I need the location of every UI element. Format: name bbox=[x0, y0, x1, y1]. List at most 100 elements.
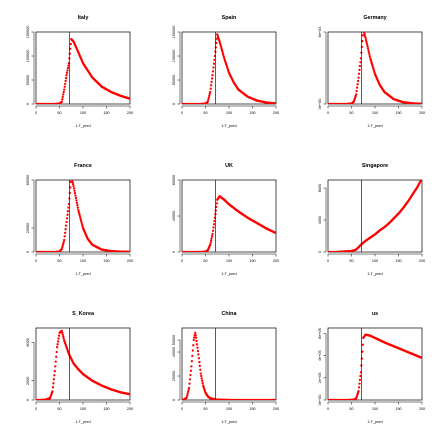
data-point bbox=[359, 374, 362, 378]
data-point bbox=[71, 177, 73, 179]
data-point bbox=[210, 235, 214, 238]
data-point bbox=[355, 86, 359, 89]
data-point bbox=[81, 225, 84, 228]
data-point bbox=[72, 184, 75, 188]
y-tick-label: 6e+04 bbox=[318, 27, 322, 38]
data-point bbox=[197, 357, 201, 360]
data-point bbox=[66, 66, 70, 70]
data-point bbox=[196, 349, 200, 353]
x-tick-label: 100 bbox=[372, 111, 378, 115]
data-point bbox=[79, 217, 82, 221]
data-point bbox=[74, 194, 77, 197]
data-point bbox=[361, 34, 364, 37]
x-axis-label: 1:T_pred bbox=[75, 124, 90, 128]
x-tick-label: 200 bbox=[419, 111, 425, 115]
data-point bbox=[188, 378, 192, 381]
data-point bbox=[51, 390, 54, 393]
data-point bbox=[70, 175, 72, 177]
data-point bbox=[78, 212, 81, 215]
data-point bbox=[63, 82, 67, 85]
data-point bbox=[210, 237, 213, 240]
x-tick-label: 0 bbox=[327, 111, 329, 115]
x-tick-label: 100 bbox=[372, 259, 378, 263]
series-points bbox=[328, 333, 422, 400]
x-tick-label: 100 bbox=[80, 111, 86, 115]
data-point bbox=[189, 369, 193, 372]
x-tick-label: 100 bbox=[226, 259, 232, 263]
data-point bbox=[212, 226, 215, 229]
data-point bbox=[274, 231, 276, 235]
x-tick-label: 200 bbox=[273, 407, 279, 411]
data-point bbox=[212, 62, 216, 65]
data-point bbox=[65, 71, 69, 74]
data-point bbox=[69, 186, 72, 189]
data-point bbox=[51, 386, 55, 389]
series-points bbox=[36, 329, 130, 400]
data-point bbox=[64, 224, 68, 227]
x-tick-label: 0 bbox=[181, 259, 183, 263]
plot-frame bbox=[181, 31, 277, 105]
panel-title: Singapore bbox=[362, 163, 388, 169]
x-tick-label: 0 bbox=[35, 259, 37, 263]
panel-title: China bbox=[222, 311, 238, 317]
data-point bbox=[186, 392, 189, 395]
panel-6: S_Korea 0 50 100 150 200 1:T_pred 0 2000 6000 bbox=[26, 311, 133, 424]
x-tick-label: 200 bbox=[273, 111, 279, 115]
data-point bbox=[362, 28, 364, 30]
y-tick-label: 2000 bbox=[26, 377, 30, 385]
data-point bbox=[66, 213, 69, 216]
data-point bbox=[55, 355, 58, 358]
y-tick-label: 80000 bbox=[172, 175, 176, 186]
data-point bbox=[63, 235, 66, 238]
x-tick-label: 50 bbox=[349, 259, 353, 263]
data-point bbox=[188, 382, 191, 385]
data-point bbox=[128, 250, 130, 252]
y-tick-label: 50000 bbox=[172, 75, 176, 86]
data-point bbox=[62, 337, 65, 340]
y-tick-label: 6000 bbox=[26, 338, 30, 346]
panel-5: Singapore 0 50 100 150 200 1:T_pred 0 4000 8000 bbox=[318, 163, 425, 276]
data-point bbox=[75, 201, 79, 204]
data-point bbox=[65, 220, 68, 224]
data-point bbox=[358, 378, 362, 381]
x-tick-label: 200 bbox=[127, 407, 133, 411]
data-point bbox=[60, 329, 63, 333]
x-tick-label: 50 bbox=[349, 407, 353, 411]
x-tick-label: 0 bbox=[327, 259, 329, 263]
data-point bbox=[194, 331, 197, 334]
data-point bbox=[209, 90, 212, 94]
data-point bbox=[79, 219, 83, 222]
x-tick-label: 150 bbox=[103, 259, 109, 263]
data-point bbox=[77, 210, 80, 213]
data-point bbox=[420, 356, 422, 360]
data-point bbox=[65, 217, 69, 220]
x-axis-label: 1:T_pred bbox=[221, 124, 236, 128]
data-point bbox=[194, 334, 197, 337]
data-point bbox=[191, 349, 194, 352]
data-point bbox=[208, 92, 211, 96]
x-tick-label: 100 bbox=[372, 407, 378, 411]
data-point bbox=[53, 370, 56, 373]
data-point bbox=[61, 331, 64, 334]
plot-frame bbox=[35, 179, 131, 253]
data-point bbox=[189, 373, 192, 377]
x-tick-label: 0 bbox=[181, 111, 183, 115]
y-tick-label: 0e+00 bbox=[318, 395, 322, 406]
panel-title: UK bbox=[225, 163, 233, 169]
y-tick-label: 0 bbox=[172, 251, 176, 253]
data-point bbox=[77, 208, 80, 212]
data-point bbox=[198, 360, 201, 364]
data-point bbox=[63, 88, 66, 91]
data-point bbox=[61, 246, 64, 249]
data-point bbox=[215, 41, 218, 45]
plot-frame bbox=[35, 327, 131, 401]
series-points bbox=[328, 180, 422, 252]
x-tick-label: 100 bbox=[226, 111, 232, 115]
plot-frame bbox=[327, 179, 423, 253]
x-tick-label: 100 bbox=[226, 407, 232, 411]
data-point bbox=[69, 180, 72, 184]
data-point bbox=[361, 350, 364, 353]
data-point bbox=[355, 89, 358, 93]
